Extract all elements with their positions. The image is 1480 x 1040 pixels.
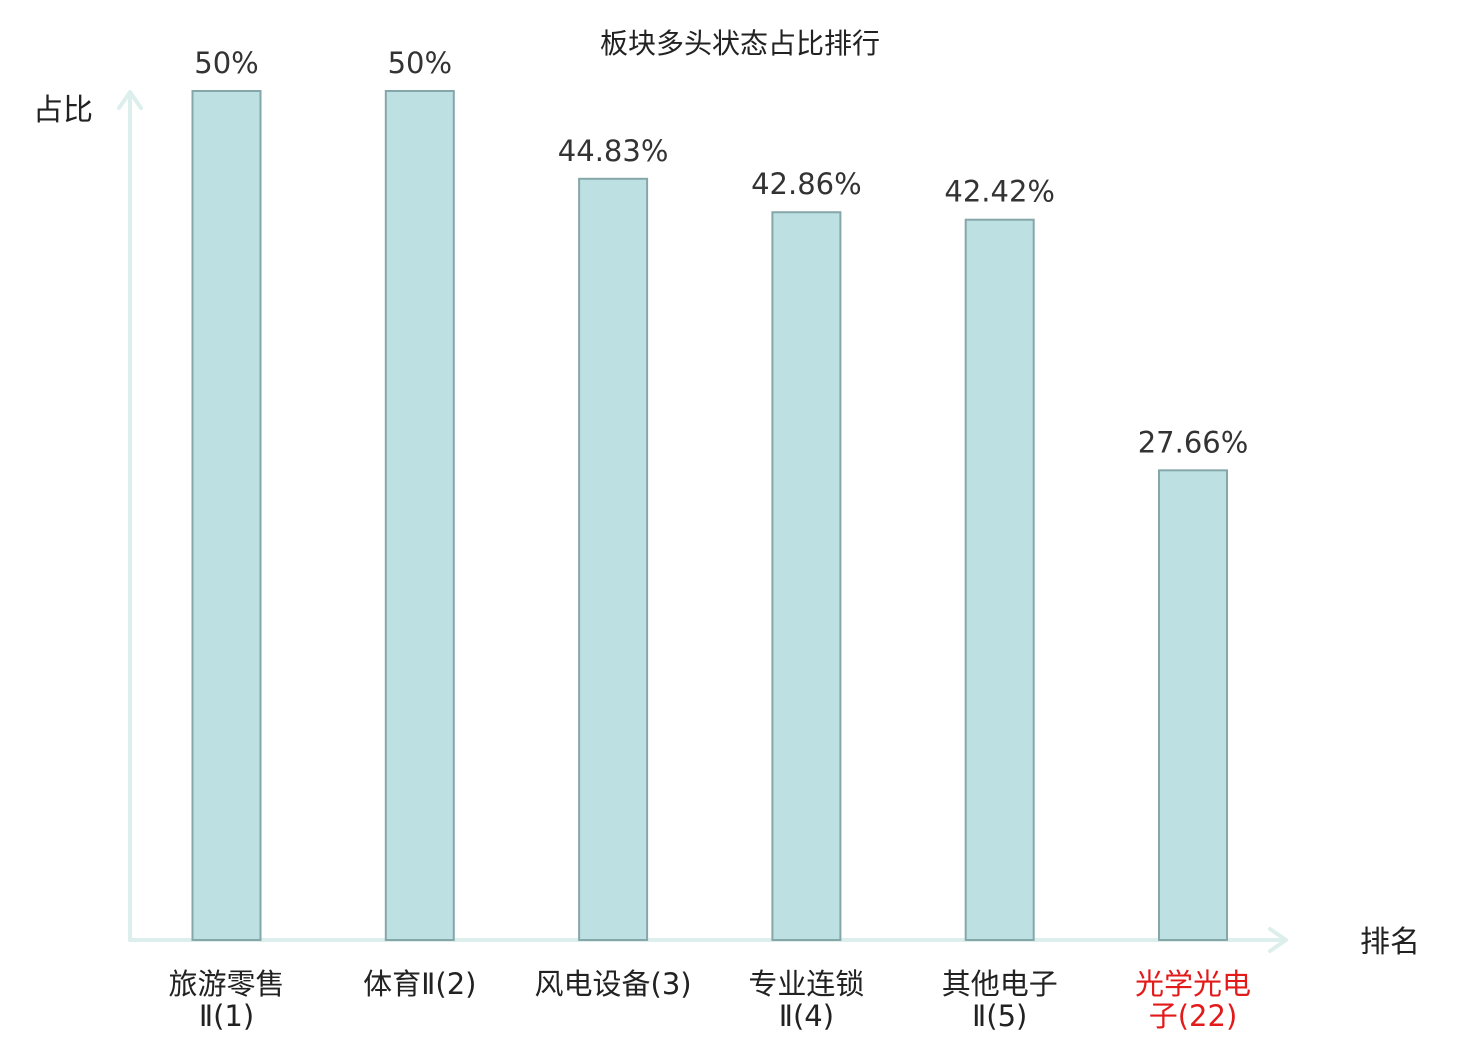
bar-1	[191, 90, 262, 941]
category-label-1-line-2: Ⅱ(1)	[199, 999, 254, 1033]
bar-6	[1158, 469, 1228, 941]
x-axis-line	[128, 927, 1288, 953]
value-label-6: 27.66%	[1138, 425, 1249, 459]
category-label-4-line-2: Ⅱ(4)	[779, 999, 834, 1033]
value-label-5: 42.42%	[944, 175, 1055, 209]
category-label-1-line-1: 旅游零售	[168, 967, 284, 1001]
chart-title: 板块多头状态占比排行	[600, 27, 880, 60]
value-label-1: 50%	[194, 46, 258, 80]
y-axis-line	[117, 90, 143, 942]
bar-5	[964, 218, 1035, 942]
category-label-4-line-1: 专业连锁	[748, 967, 864, 1001]
value-labels-group: 50% 50% 44.83% 42.86% 42.42% 27.66%	[194, 46, 1248, 459]
y-axis-label: 占比	[33, 93, 93, 128]
category-label-2-line-1: 体育Ⅱ(2)	[363, 967, 476, 1001]
category-label-6-line-2: 子(22)	[1149, 999, 1238, 1033]
value-label-4: 42.86%	[751, 167, 862, 201]
bars-group	[191, 90, 1228, 942]
bar-4	[771, 211, 842, 942]
category-label-5-line-2: Ⅱ(5)	[972, 999, 1027, 1033]
value-label-3: 44.83%	[558, 134, 669, 168]
x-axis-label: 排名	[1360, 925, 1420, 960]
category-label-3-line-1: 风电设备(3)	[535, 967, 692, 1001]
category-label-6-line-1: 光学光电	[1135, 967, 1251, 1001]
value-label-2: 50%	[388, 46, 452, 80]
bar-3	[578, 177, 649, 941]
category-label-5-line-1: 其他电子	[942, 967, 1058, 1001]
bar-2	[384, 90, 455, 941]
